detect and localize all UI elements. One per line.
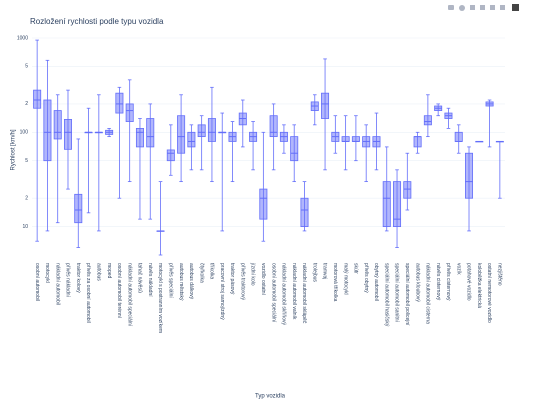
box xyxy=(197,124,206,138)
box xyxy=(63,119,72,150)
x-tick-label: přívěs cisternový xyxy=(445,263,451,301)
box xyxy=(341,136,350,142)
x-tick-label: moped xyxy=(106,263,112,279)
y-tick-label: 1000 xyxy=(17,35,28,41)
y-tick-label: 5 xyxy=(25,158,28,164)
y-tick-label: 10 xyxy=(22,224,28,230)
box xyxy=(403,181,412,199)
x-tick-label: přívěs traktorový xyxy=(239,263,245,300)
x-tick-label: osobní automobil terénní xyxy=(116,263,122,319)
y-tick-label: 2 xyxy=(25,101,28,107)
x-tick-label: motocykl xyxy=(44,263,50,283)
box xyxy=(382,181,391,228)
x-tick-label: pracovní stroj samojízdný xyxy=(219,263,225,320)
x-tick-label: nezjištěno xyxy=(497,263,503,286)
chart-title: Rozložení rychlosti podle typu vozidla xyxy=(30,17,164,26)
x-tick-label: trolejbus xyxy=(311,263,317,282)
x-tick-label: osobní automobil xyxy=(34,263,40,301)
box xyxy=(146,118,155,148)
box xyxy=(115,92,124,114)
x-tick-label: tahač návěsů xyxy=(137,263,144,293)
modebar-camera[interactable] xyxy=(448,5,454,10)
box xyxy=(454,131,463,142)
x-tick-label: vozidlo ostatní xyxy=(260,263,266,296)
box xyxy=(413,136,422,148)
x-tick-label: vozík xyxy=(455,263,461,275)
x-tick-label: autobus městský xyxy=(178,263,184,301)
x-axis-title: Typ vozidla xyxy=(255,394,286,400)
x-tick-label: motocykl s postranním vozíkem xyxy=(157,263,163,333)
x-tick-label: čtyřkolka xyxy=(198,263,204,283)
y-tick-label: 5 xyxy=(25,64,28,70)
modebar xyxy=(448,4,519,11)
x-tick-label: koloběžka elektrická xyxy=(476,263,482,308)
x-tick-label: speciální automobil sanitní xyxy=(394,263,400,323)
box xyxy=(33,89,42,109)
x-tick-label: nákladní automobil valník xyxy=(291,263,297,320)
x-tick-label: obytný automobil xyxy=(373,263,379,301)
x-tick-label: tramvaj xyxy=(322,263,328,279)
x-tick-label: návěs cisternový xyxy=(435,263,441,301)
x-tick-label: autobus dálkový xyxy=(188,263,194,300)
box xyxy=(269,115,278,138)
modebar-zoom-out[interactable] xyxy=(490,5,495,10)
x-tick-label: potahové vozidlo xyxy=(466,263,472,301)
box xyxy=(74,193,83,224)
box xyxy=(423,115,432,126)
y-axis-title: Rychlost [km/h] xyxy=(11,129,17,170)
modebar-reset[interactable] xyxy=(500,5,505,10)
box xyxy=(393,181,402,228)
x-tick-label: nákladní automobil skříňový xyxy=(281,263,287,325)
box xyxy=(321,92,330,119)
x-tick-label: autobus kloubový xyxy=(414,263,420,302)
x-tick-label: přívěs speciální xyxy=(167,263,173,298)
box xyxy=(351,136,360,142)
y-tick-label: 100 xyxy=(20,130,29,136)
box xyxy=(53,110,62,140)
x-tick-label: nákladní automobil xyxy=(54,263,60,305)
x-tick-label: ostatní nemotorové vozidlo xyxy=(486,263,492,323)
box xyxy=(166,149,175,162)
box xyxy=(187,131,196,148)
x-tick-label: speciální automobil policejní xyxy=(404,263,410,326)
box xyxy=(135,128,144,148)
x-tick-label: nákladní automobil sklápěč xyxy=(301,263,307,324)
box xyxy=(465,152,474,199)
modebar-zoom-in[interactable] xyxy=(480,5,485,10)
modebar-zoom[interactable] xyxy=(459,5,465,11)
x-tick-label: traktor pásový xyxy=(229,263,235,295)
box xyxy=(259,188,268,220)
box xyxy=(290,136,299,162)
x-tick-label: malý motocykl xyxy=(342,263,348,295)
x-tick-label: speciální automobil hasičský xyxy=(383,263,389,327)
box xyxy=(43,99,52,162)
x-tick-label: traktor kolový xyxy=(75,263,81,293)
x-tick-label: jízdní kolo xyxy=(250,262,256,286)
x-tick-label: přívěs za osobní automobil xyxy=(85,263,91,323)
x-tick-label: tříkolka xyxy=(209,263,215,279)
box xyxy=(207,118,216,142)
x-tick-label: přívěs nákladní xyxy=(65,263,71,298)
box xyxy=(177,115,186,154)
x-tick-label: autobus xyxy=(96,263,102,281)
modebar-pan[interactable] xyxy=(470,5,475,10)
y-tick-label: 2 xyxy=(25,196,28,202)
box xyxy=(300,197,309,228)
modebar-logo[interactable] xyxy=(512,4,519,11)
x-tick-label: návěs nákladní xyxy=(147,263,153,297)
x-tick-label: osobní automobil speciální xyxy=(270,263,276,323)
box xyxy=(125,103,134,122)
x-tick-label: nákladní automobil speciální xyxy=(126,263,132,327)
x-tick-label: nákladní automobil cisterna xyxy=(425,263,431,324)
x-tick-label: přívěs obytný xyxy=(363,263,369,293)
x-tick-label: motorová tříkolka xyxy=(332,263,338,302)
x-tick-label: skútr xyxy=(353,263,359,274)
